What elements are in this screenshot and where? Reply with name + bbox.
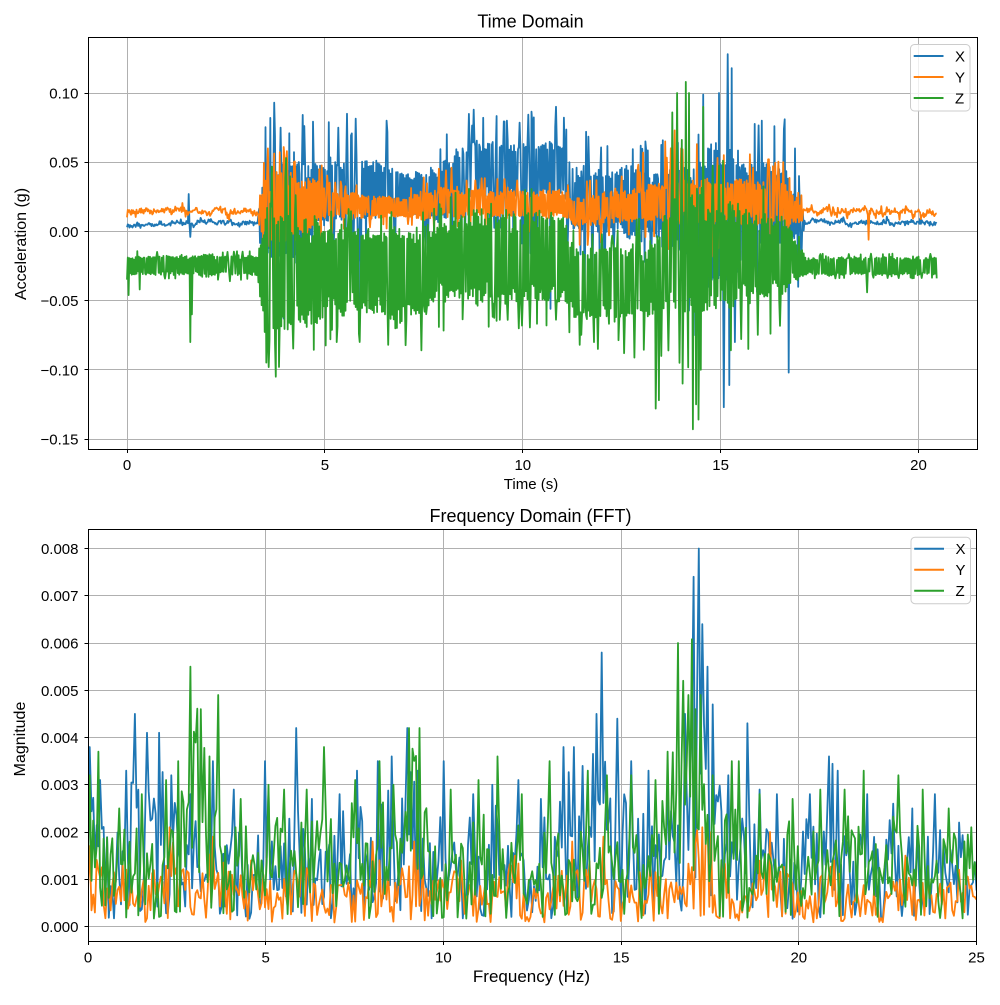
svg-text:0.00: 0.00 <box>49 224 78 241</box>
svg-text:Frequency Domain (FFT): Frequency Domain (FFT) <box>429 506 631 526</box>
svg-text:0.006: 0.006 <box>41 636 79 653</box>
svg-text:X: X <box>955 48 965 65</box>
svg-text:−0.10: −0.10 <box>41 362 79 379</box>
svg-text:Time Domain: Time Domain <box>477 12 583 32</box>
svg-text:X: X <box>956 541 966 558</box>
svg-text:0.10: 0.10 <box>49 86 78 103</box>
svg-text:15: 15 <box>613 950 630 967</box>
svg-text:0.008: 0.008 <box>41 541 79 558</box>
svg-text:0: 0 <box>123 457 131 474</box>
svg-text:15: 15 <box>712 457 729 474</box>
svg-text:0.004: 0.004 <box>41 730 79 747</box>
svg-text:10: 10 <box>435 950 452 967</box>
svg-text:Acceleration (g): Acceleration (g) <box>13 188 30 300</box>
svg-text:5: 5 <box>321 457 329 474</box>
svg-text:Frequency (Hz): Frequency (Hz) <box>473 967 590 986</box>
svg-text:5: 5 <box>262 950 270 967</box>
svg-text:20: 20 <box>790 950 807 967</box>
svg-text:25: 25 <box>968 950 985 967</box>
svg-text:0.003: 0.003 <box>41 777 79 794</box>
svg-text:0.05: 0.05 <box>49 155 78 172</box>
svg-text:0.001: 0.001 <box>41 872 79 889</box>
svg-text:−0.15: −0.15 <box>41 432 79 449</box>
svg-text:Z: Z <box>955 90 964 107</box>
svg-text:10: 10 <box>514 457 531 474</box>
svg-text:−0.05: −0.05 <box>41 293 79 310</box>
svg-text:0.007: 0.007 <box>41 588 79 605</box>
svg-text:0.002: 0.002 <box>41 825 79 842</box>
svg-text:Magnitude: Magnitude <box>12 702 29 777</box>
svg-text:0.000: 0.000 <box>41 919 79 936</box>
svg-text:Y: Y <box>955 69 965 86</box>
svg-text:Time (s): Time (s) <box>504 476 558 493</box>
svg-text:20: 20 <box>910 457 927 474</box>
svg-text:0: 0 <box>84 950 92 967</box>
svg-text:Y: Y <box>956 562 966 579</box>
svg-text:Z: Z <box>956 583 965 600</box>
svg-text:0.005: 0.005 <box>41 683 79 700</box>
